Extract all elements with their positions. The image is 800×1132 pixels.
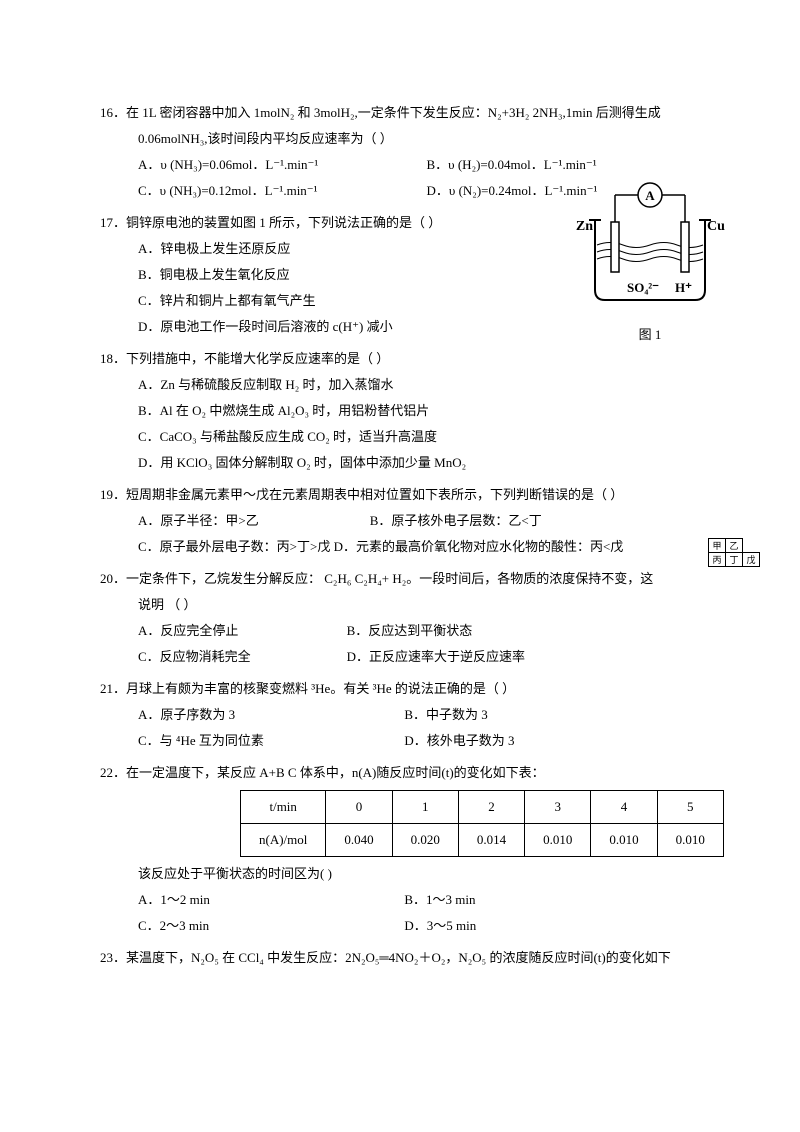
question-23: 23．某温度下，N₂O₅ 在 CCl₄ 中发生反应：2N₂O₅═4NO₂＋O₂，…: [100, 945, 715, 971]
mt-0-1: 乙: [726, 539, 743, 553]
t-r0: n(A)/mol: [241, 824, 326, 857]
q22-stem2: 该反应处于平衡状态的时间区为( ): [100, 861, 715, 887]
t-r2: 0.020: [392, 824, 458, 857]
q18-opt-d: D．用 KClO₃ 固体分解制取 O₂ 时，固体中添加少量 MnO₂: [138, 450, 715, 476]
q22-opt-a: A．1～2 min: [138, 887, 380, 913]
q18-opt-b: B．Al 在 O₂ 中燃烧生成 Al₂O₃ 时，用铝粉替代铝片: [138, 398, 715, 424]
q19-opts: A．原子半径：甲>乙 B．原子核外电子层数：乙<丁 C．原子最外层电子数：丙>丁…: [100, 508, 715, 560]
q17-diagram-caption: 图 1: [570, 324, 730, 343]
mt-0-2: [743, 539, 760, 553]
q16-opt-a: A．υ (NH₃)=0.06mol．L⁻¹.min⁻¹: [138, 152, 403, 178]
q20-opt-b: B．反应达到平衡状态: [347, 618, 624, 644]
q18-stem: 下列措施中，不能增大化学反应速率的是（ ）: [126, 351, 389, 366]
t-h1: 0: [326, 791, 392, 824]
q20-opts: A．反应完全停止 B．反应达到平衡状态 C．反应物消耗完全 D．正反应速率大于逆…: [100, 618, 715, 670]
q21-opts: A．原子序数为 3 B．中子数为 3 C．与 ⁴He 互为同位素 D．核外电子数…: [100, 702, 715, 754]
question-20: 20．一定条件下，乙烷发生分解反应： C₂H₆ C₂H₄+ H₂。一段时间后，各…: [100, 566, 715, 670]
h-label: H⁺: [675, 280, 692, 295]
q22-num: 22．: [100, 765, 126, 780]
q20-opt-d: D．正反应速率大于逆反应速率: [347, 644, 624, 670]
t-h0: t/min: [241, 791, 326, 824]
t-r4: 0.010: [525, 824, 591, 857]
q22-opt-d: D．3～5 min: [404, 913, 681, 939]
t-h5: 4: [591, 791, 657, 824]
q20-stem2: 说明 （ ）: [100, 592, 715, 618]
q21-opt-b: B．中子数为 3: [404, 702, 681, 728]
q16-opt-b: B．υ (H₂)=0.04mol．L⁻¹.min⁻¹: [427, 152, 692, 178]
so4-label: SO₄²⁻: [627, 280, 659, 295]
q16-stem: 在 1L 密闭容器中加入 1molN₂ 和 3molH₂,一定条件下发生反应：N…: [126, 105, 661, 120]
mt-1-2: 戊: [743, 553, 760, 567]
t-h2: 1: [392, 791, 458, 824]
q19-opt-a: A．原子半径：甲>乙: [138, 508, 346, 534]
q20-opt-c: C．反应物消耗完全: [138, 644, 323, 670]
q21-opt-c: C．与 ⁴He 互为同位素: [138, 728, 380, 754]
t-r1: 0.040: [326, 824, 392, 857]
t-h4: 3: [525, 791, 591, 824]
question-22: 22．在一定温度下，某反应 A+B C 体系中，n(A)随反应时间(t)的变化如…: [100, 760, 715, 939]
zn-label: Zn: [576, 219, 593, 234]
ammeter-label: A: [645, 188, 655, 203]
q21-opt-a: A．原子序数为 3: [138, 702, 380, 728]
q19-mini-table: 甲 乙 丙 丁 戊: [708, 538, 760, 567]
t-r5: 0.010: [591, 824, 657, 857]
t-h3: 2: [458, 791, 524, 824]
q21-num: 21．: [100, 681, 126, 696]
mt-1-0: 丙: [709, 553, 726, 567]
q22-opt-b: B．1～3 min: [404, 887, 681, 913]
q16-num: 16．: [100, 105, 126, 120]
q21-opt-d: D．核外电子数为 3: [404, 728, 681, 754]
q17-stem: 铜锌原电池的装置如图 1 所示，下列说法正确的是（ ）: [126, 215, 441, 230]
q17-num: 17．: [100, 215, 126, 230]
q18-opts: A．Zn 与稀硫酸反应制取 H₂ 时，加入蒸馏水 B．Al 在 O₂ 中燃烧生成…: [100, 372, 715, 476]
q20-opt-a: A．反应完全停止: [138, 618, 323, 644]
question-19: 19．短周期非金属元素甲～戊在元素周期表中相对位置如下表所示，下列判断错误的是（…: [100, 482, 715, 560]
q19-stem: 短周期非金属元素甲～戊在元素周期表中相对位置如下表所示，下列判断错误的是（ ）: [126, 487, 623, 502]
t-r6: 0.010: [657, 824, 723, 857]
q16-stem2: 0.06molNH₃,该时间段内平均反应速率为（ ）: [100, 126, 715, 152]
question-18: 18．下列措施中，不能增大化学反应速率的是（ ） A．Zn 与稀硫酸反应制取 H…: [100, 346, 715, 476]
q23-stem: 某温度下，N₂O₅ 在 CCl₄ 中发生反应：2N₂O₅═4NO₂＋O₂，N₂O…: [126, 950, 671, 965]
q23-num: 23．: [100, 950, 126, 965]
t-h6: 5: [657, 791, 723, 824]
q22-opts: A．1～2 min B．1～3 min C．2～3 min D．3～5 min: [100, 887, 715, 939]
q20-num: 20．: [100, 571, 126, 586]
q18-num: 18．: [100, 351, 126, 366]
q16-opt-c: C．υ (NH₃)=0.12mol．L⁻¹.min⁻¹: [138, 178, 403, 204]
mt-1-1: 丁: [726, 553, 743, 567]
q22-stem: 在一定温度下，某反应 A+B C 体系中，n(A)随反应时间(t)的变化如下表：: [126, 765, 545, 780]
mt-0-0: 甲: [709, 539, 726, 553]
cu-label: Cu: [707, 219, 725, 234]
q19-num: 19．: [100, 487, 126, 502]
q20-stem: 一定条件下，乙烷发生分解反应： C₂H₆ C₂H₄+ H₂。一段时间后，各物质的…: [126, 571, 653, 586]
q22-table: t/min 0 1 2 3 4 5 n(A)/mol 0.040 0.020 0…: [240, 790, 724, 857]
q18-opt-c: C．CaCO₃ 与稀盐酸反应生成 CO₂ 时，适当升高温度: [138, 424, 715, 450]
q22-opt-c: C．2～3 min: [138, 913, 380, 939]
t-r3: 0.014: [458, 824, 524, 857]
q19-opt-b: B．原子核外电子层数：乙<丁: [370, 508, 647, 534]
q17-diagram: A Zn Cu SO₄²⁻ H⁺ 图 1: [570, 180, 730, 343]
question-21: 21．月球上有颇为丰富的核聚变燃料 ³He。有关 ³He 的说法正确的是（ ） …: [100, 676, 715, 754]
q18-opt-a: A．Zn 与稀硫酸反应制取 H₂ 时，加入蒸馏水: [138, 372, 715, 398]
q19-opt-cd: C．原子最外层电子数：丙>丁>戊 D．元素的最高价氧化物对应水化物的酸性：丙<戊: [138, 534, 623, 560]
q21-stem: 月球上有颇为丰富的核聚变燃料 ³He。有关 ³He 的说法正确的是（ ）: [126, 681, 515, 696]
